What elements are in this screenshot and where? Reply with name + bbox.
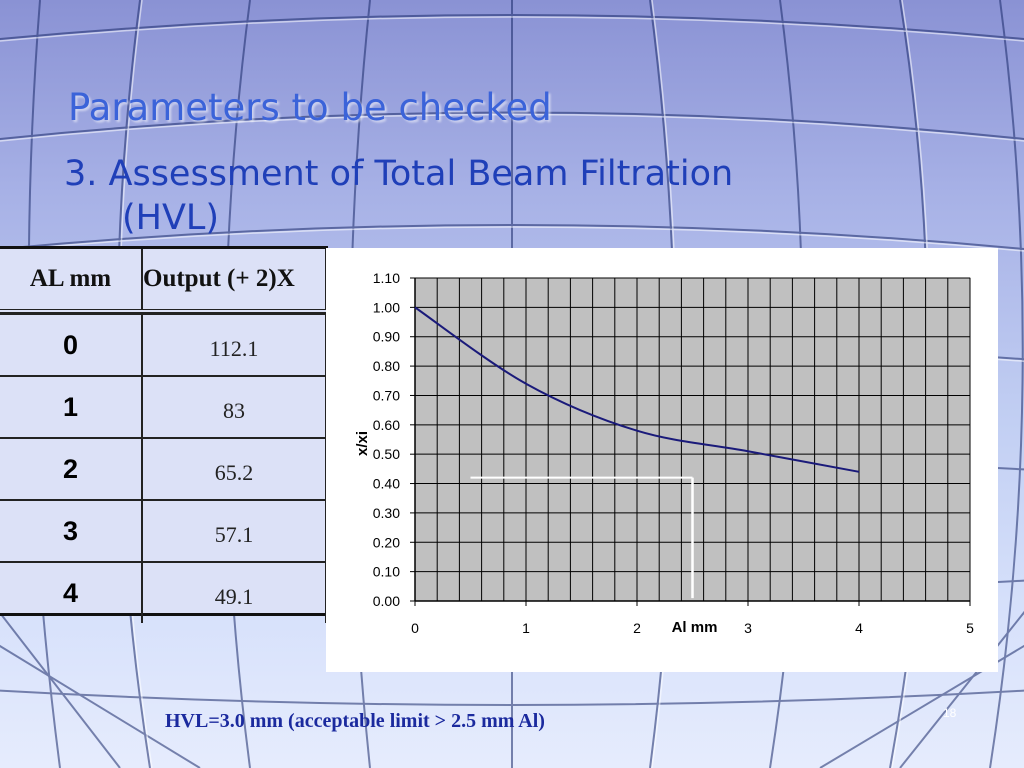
header-al-mm: AL mm [0,249,143,309]
x-tick-label: 1 [522,620,530,636]
chart-panel: 0.00 0.10 0.20 0.30 0.40 0.50 0.60 0.70 0.80 0.90… [326,248,998,672]
x-tick-label: 5 [966,620,974,636]
series-line [414,306,860,473]
slide-number: 18 [943,706,957,720]
slide-subtitle: 3. Assessment of Total Beam Filtration (… [64,152,884,240]
al-value: 2 [0,439,143,499]
y-tick-label: 0.40 [373,476,400,492]
y-tick-label: 0.50 [373,446,400,462]
y-tick-label: 0.10 [373,564,400,580]
al-value: 4 [0,563,143,623]
y-tick-label: 0.70 [373,387,400,403]
output-value: 65.2 [143,439,328,499]
output-value: 49.1 [143,563,328,623]
x-tick-label: 3 [744,620,752,636]
al-value: 0 [0,315,143,375]
y-tick-label: 0.90 [373,329,400,345]
subtitle-line-2: (HVL) [122,198,220,238]
gridlines [414,277,971,602]
y-tick-label: 0.30 [373,505,400,521]
x-tick-label: 0 [411,620,419,636]
table-row: 3 57.1 [0,499,328,561]
subtitle-line-1: 3. Assessment of Total Beam Filtration [64,154,734,194]
output-value: 57.1 [143,501,328,561]
y-tick-label: 0.60 [373,417,400,433]
x-tick-label: 2 [633,620,641,636]
output-value: 112.1 [143,315,328,375]
y-tick-label: 1.00 [373,299,400,315]
y-tick-label: 0.80 [373,358,400,374]
slide-title: Parameters to be checked [68,86,552,129]
al-value: 3 [0,501,143,561]
al-value: 1 [0,377,143,437]
table-row: 2 65.2 [0,437,328,499]
table-row: 4 49.1 [0,561,328,623]
header-output: Output (+ 2)X [143,249,328,309]
table-row: 0 112.1 [0,313,328,375]
hvl-result-note: HVL=3.0 mm (acceptable limit > 2.5 mm Al… [165,710,545,732]
table-header-row: AL mm Output (+ 2)X [0,249,328,313]
hvl-data-table: AL mm Output (+ 2)X 0 112.1 1 83 2 65.2 … [0,246,328,623]
output-value: 83 [143,377,328,437]
y-axis-label: x/xi [354,431,371,456]
y-tick-label: 1.10 [373,270,400,286]
x-tick-label: 4 [855,620,863,636]
table-row: 1 83 [0,375,328,437]
x-axis-label: Al mm [672,619,718,636]
y-tick-label: 0.20 [373,534,400,550]
y-tick-label: 0.00 [373,593,400,609]
hvl-line-chart: 0.00 0.10 0.20 0.30 0.40 0.50 0.60 0.70 0.80 0.90… [354,270,974,636]
